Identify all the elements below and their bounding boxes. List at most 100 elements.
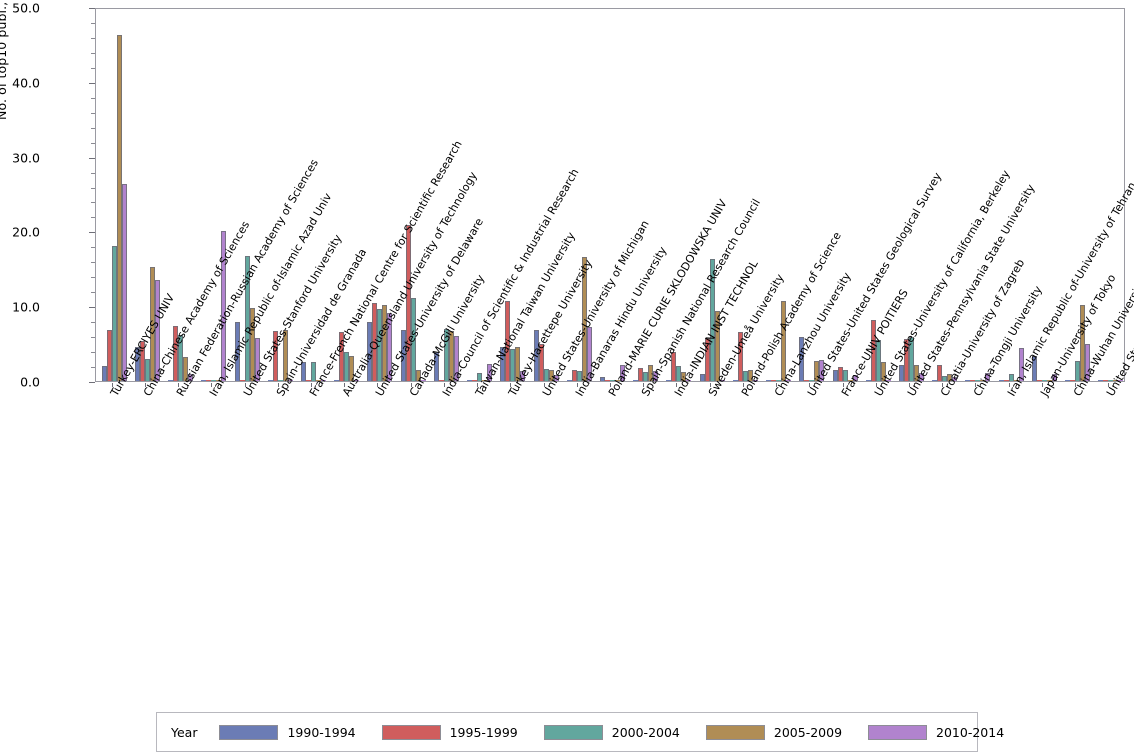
y-tick-minor (91, 337, 95, 339)
bar (377, 309, 383, 381)
x-tick-mark (510, 383, 512, 387)
bar (1075, 360, 1081, 381)
legend-item[interactable]: 1990-1994 (219, 724, 356, 740)
y-tick-minor (91, 202, 95, 204)
bar (965, 380, 971, 381)
x-tick-mark (1041, 383, 1043, 387)
bar (239, 380, 245, 381)
y-tick-label: 0.0 (20, 374, 40, 390)
bar-group (666, 9, 692, 381)
bar (571, 369, 577, 381)
bar (998, 380, 1004, 381)
bar (847, 380, 853, 381)
legend-item[interactable]: 1995-1999 (381, 724, 518, 740)
x-tick-mark (377, 383, 379, 387)
bar (500, 347, 506, 381)
bar (804, 380, 810, 381)
bar (354, 380, 360, 381)
bar (1098, 380, 1104, 381)
legend-item[interactable]: 2005-2009 (705, 724, 843, 740)
bar-group (533, 9, 559, 381)
bar (610, 380, 615, 381)
x-tick-mark (576, 383, 578, 387)
legend-item[interactable]: 2000-2004 (543, 724, 680, 740)
bar (553, 375, 559, 381)
bar (581, 256, 587, 381)
bar (899, 364, 905, 381)
bar-group (699, 9, 725, 381)
bar (771, 380, 777, 381)
bar (747, 369, 753, 381)
bar (704, 337, 710, 381)
x-tick-mark (709, 383, 711, 387)
bar-group (965, 9, 991, 381)
bar (438, 380, 444, 381)
bar (653, 370, 659, 381)
bar (116, 34, 122, 381)
bar (543, 369, 549, 381)
bar (1103, 380, 1109, 381)
bar (277, 380, 283, 381)
bar-group (467, 9, 493, 381)
x-tick-mark (310, 383, 312, 387)
bar (699, 373, 705, 381)
bar (221, 230, 227, 381)
x-tick-mark (410, 383, 412, 387)
legend: Year 1990-1994 1995-1999 2000-2004 2005-200… (156, 712, 1004, 752)
bar (173, 326, 179, 381)
legend-label: 2000-2004 (611, 724, 680, 740)
y-tick-minor (91, 187, 95, 189)
bar-group (400, 9, 426, 381)
bar (814, 360, 820, 381)
bar-group (766, 9, 792, 381)
bar (305, 380, 311, 381)
bar (799, 336, 805, 381)
legend-label: 2005-2009 (773, 724, 843, 740)
bar (1085, 343, 1091, 381)
x-tick-mark (244, 383, 246, 387)
x-tick-mark (1008, 383, 1010, 387)
bar (320, 380, 326, 381)
bar (914, 364, 920, 381)
bar (183, 357, 189, 381)
bar (714, 311, 720, 381)
y-tick-minor (91, 172, 95, 174)
bar-group (633, 9, 659, 381)
bar (382, 305, 388, 381)
bar (310, 362, 316, 381)
y-tick-minor (91, 292, 95, 294)
bar (638, 368, 644, 381)
legend-label: 2010-2014 (936, 724, 1005, 740)
bar-group (334, 9, 360, 381)
bar-group (600, 9, 625, 381)
bar (201, 380, 207, 381)
y-tick-minor (91, 367, 95, 369)
bar (548, 369, 554, 381)
y-tick-minor (91, 52, 95, 54)
x-tick-mark (809, 383, 811, 387)
x-tick-mark (277, 383, 279, 387)
bar (1013, 380, 1019, 381)
bar (1051, 374, 1057, 381)
bar (282, 330, 288, 381)
bar-group (367, 9, 393, 381)
bar (781, 300, 787, 381)
x-tick-mark (610, 383, 611, 387)
bar (339, 331, 345, 381)
bar (453, 336, 459, 381)
bar-group (799, 9, 825, 381)
bar (819, 360, 825, 381)
y-tick-label: 50.0 (12, 0, 40, 16)
bar (482, 380, 488, 381)
bar (880, 362, 886, 381)
legend-items: 1990-1994 1995-1999 2000-2004 2005-2009 2010… (219, 724, 1030, 740)
bar (937, 364, 943, 381)
bar (737, 332, 743, 381)
legend-item[interactable]: 2010-2014 (868, 724, 1005, 740)
bar (985, 372, 991, 381)
bar (101, 366, 107, 381)
bar (334, 380, 340, 381)
bar (870, 320, 876, 381)
bar (600, 376, 605, 381)
